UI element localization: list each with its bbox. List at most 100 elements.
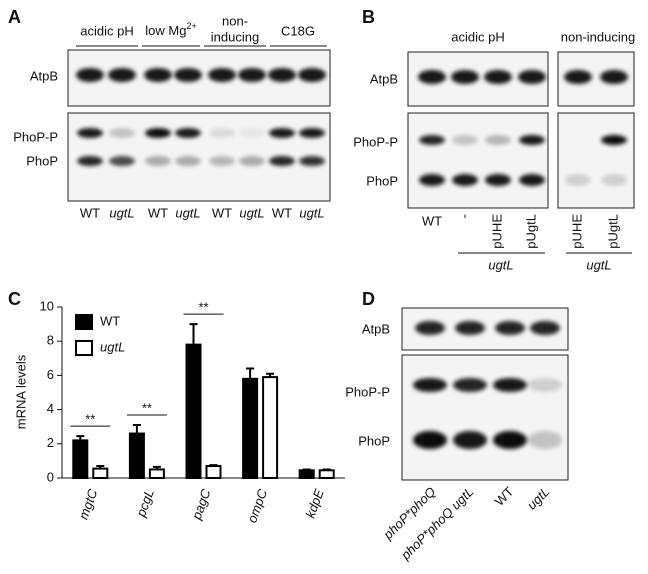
blot-band bbox=[519, 174, 545, 186]
blot-band bbox=[452, 135, 478, 145]
blot-band bbox=[175, 156, 201, 166]
lane-label: pUgtL bbox=[523, 214, 538, 249]
blot-band bbox=[419, 174, 445, 186]
lane-label: pUHE bbox=[489, 214, 504, 249]
legend-swatch bbox=[75, 314, 93, 330]
error-bar bbox=[246, 367, 255, 379]
bar bbox=[185, 343, 202, 479]
blot-band bbox=[530, 321, 560, 335]
y-axis-label: mRNA levels bbox=[13, 354, 28, 429]
blot-band bbox=[528, 378, 562, 392]
error-bar bbox=[132, 423, 141, 434]
blot-band bbox=[298, 68, 326, 82]
x-tick-label: pcgL bbox=[133, 487, 157, 520]
lane-label: - bbox=[456, 214, 471, 218]
blot-band bbox=[455, 321, 485, 335]
bar bbox=[72, 439, 89, 480]
lane-label: WT bbox=[492, 484, 517, 509]
lane-label: WT bbox=[212, 205, 232, 220]
error-bar bbox=[266, 372, 275, 378]
y-tick-label: 0 bbox=[47, 469, 54, 484]
error-bar bbox=[302, 468, 311, 471]
error-bar bbox=[322, 468, 331, 471]
y-tick-label: 2 bbox=[47, 435, 54, 450]
condition: inducing bbox=[211, 29, 259, 44]
error-bar bbox=[209, 464, 218, 467]
panel-label: A bbox=[8, 7, 21, 27]
blot-band bbox=[413, 431, 447, 449]
blot-band bbox=[485, 135, 511, 145]
error-bar bbox=[152, 465, 161, 470]
y-tick-label: 8 bbox=[47, 333, 54, 348]
y-tick-label: 4 bbox=[47, 401, 54, 416]
row-label: AtpB bbox=[30, 68, 58, 83]
x-tick-label: pagC bbox=[188, 486, 213, 522]
legend-label: WT bbox=[100, 313, 120, 328]
bar bbox=[298, 469, 315, 479]
blot-band bbox=[239, 128, 265, 138]
blot-band bbox=[77, 128, 103, 138]
blot-band bbox=[565, 174, 591, 186]
blot-band bbox=[601, 174, 627, 186]
y-tick-label: 6 bbox=[47, 367, 54, 382]
lane-label: ugtL bbox=[239, 205, 264, 220]
x-tick-label: mgtC bbox=[76, 486, 101, 521]
blot bbox=[401, 354, 569, 481]
lane-label: WT bbox=[80, 205, 100, 220]
blot-band bbox=[77, 156, 103, 166]
significance: ** bbox=[198, 300, 208, 315]
blot-band bbox=[493, 431, 527, 449]
bar bbox=[242, 377, 259, 480]
group-label: ugtL bbox=[586, 257, 611, 272]
lane-label: ugtL bbox=[524, 484, 553, 513]
blot-band bbox=[299, 128, 325, 138]
bar bbox=[148, 468, 165, 480]
blot-band bbox=[528, 431, 562, 449]
significance: ** bbox=[142, 400, 152, 415]
lane-label: WT bbox=[272, 205, 292, 220]
group-label: ugtL bbox=[488, 257, 513, 272]
blot-band bbox=[493, 378, 527, 392]
blot bbox=[557, 112, 635, 209]
row-label: PhoP bbox=[366, 173, 398, 188]
lane-label: pUHE bbox=[569, 214, 584, 249]
blot-band bbox=[451, 70, 479, 84]
blot-band bbox=[145, 156, 171, 166]
error-bar bbox=[96, 465, 105, 469]
blot-band bbox=[175, 128, 201, 138]
lane-label: WT bbox=[422, 213, 442, 228]
lane-label: ugtL bbox=[175, 205, 200, 220]
row-label: PhoP-P bbox=[345, 384, 390, 399]
blot-band bbox=[209, 156, 235, 166]
bar bbox=[92, 467, 109, 480]
condition: non- bbox=[222, 13, 248, 28]
blot-band bbox=[418, 70, 446, 84]
blot-band bbox=[238, 68, 266, 82]
blot-band bbox=[144, 68, 172, 82]
blot-band bbox=[485, 174, 511, 186]
blot bbox=[407, 112, 549, 209]
blot-band bbox=[419, 135, 445, 145]
x-tick-label: kdpE bbox=[303, 487, 327, 520]
blot-band bbox=[413, 378, 447, 392]
blot-band bbox=[518, 70, 546, 84]
x-tick-label: ompC bbox=[244, 487, 270, 525]
row-label: PhoP bbox=[358, 433, 390, 448]
condition: non-inducing bbox=[561, 29, 635, 44]
blot-band bbox=[269, 156, 295, 166]
error-bar bbox=[189, 323, 198, 345]
blot-band bbox=[76, 68, 104, 82]
row-label: PhoP bbox=[26, 153, 58, 168]
blot-band bbox=[495, 321, 525, 335]
bar bbox=[205, 465, 222, 479]
blot-band bbox=[109, 128, 135, 138]
blot-band bbox=[453, 378, 487, 392]
significance: ** bbox=[85, 412, 95, 427]
blot-band bbox=[453, 431, 487, 449]
lane-label: WT bbox=[148, 205, 168, 220]
blot-band bbox=[519, 135, 545, 145]
condition: C18G bbox=[281, 23, 315, 38]
blot-band bbox=[299, 156, 325, 166]
blot-band bbox=[109, 156, 135, 166]
